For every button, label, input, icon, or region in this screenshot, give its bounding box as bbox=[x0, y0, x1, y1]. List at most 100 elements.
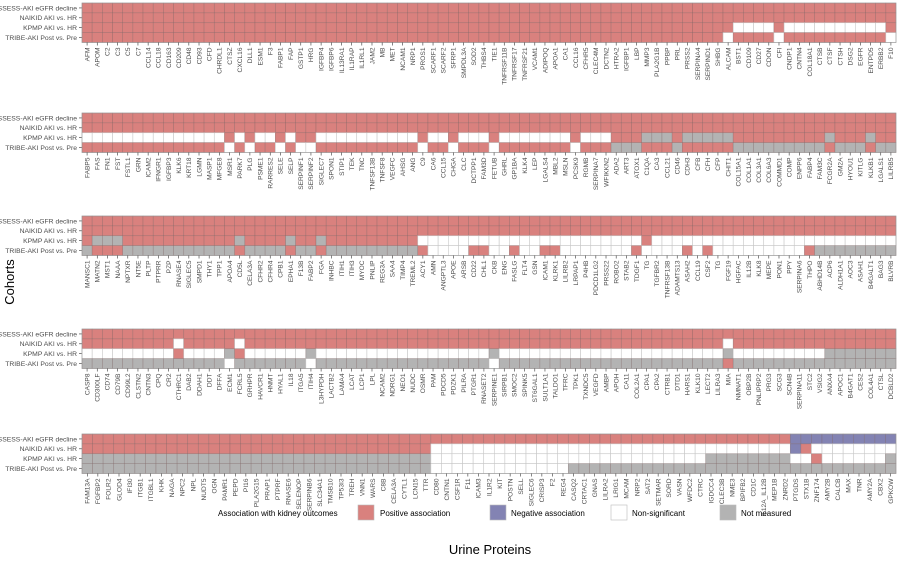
heatmap-cell bbox=[285, 22, 296, 33]
heatmap-cell bbox=[427, 338, 439, 350]
protein-label: ITIH1 bbox=[339, 260, 346, 276]
heatmap-cell bbox=[844, 2, 856, 14]
heatmap-cell bbox=[275, 348, 286, 359]
heatmap-cell bbox=[834, 348, 846, 359]
heatmap-cell bbox=[702, 12, 714, 24]
heatmap-cell bbox=[610, 22, 622, 33]
heatmap-cell bbox=[559, 245, 571, 256]
heatmap-cell bbox=[325, 12, 337, 24]
heatmap-cell bbox=[692, 112, 703, 124]
protein-label: ADA2 bbox=[613, 157, 620, 175]
heatmap-cell bbox=[250, 433, 263, 445]
heatmap-cell bbox=[325, 2, 337, 14]
protein-label: LCP1 bbox=[359, 373, 366, 390]
heatmap-cell bbox=[295, 215, 307, 227]
heatmap-cell bbox=[112, 2, 124, 14]
heatmap-cell bbox=[842, 453, 855, 464]
heatmap-cell bbox=[753, 132, 765, 143]
heatmap-cell bbox=[509, 142, 520, 153]
heatmap-cell bbox=[447, 2, 459, 14]
heatmap-cell bbox=[519, 2, 531, 14]
heatmap-cell bbox=[570, 328, 581, 340]
heatmap-cell bbox=[559, 225, 571, 237]
heatmap-cell bbox=[122, 215, 134, 227]
heatmap-cell bbox=[783, 338, 795, 350]
protein-label: SERPINF1 bbox=[298, 157, 305, 190]
protein-label: MBL2 bbox=[552, 157, 559, 175]
heatmap-cell bbox=[102, 463, 115, 474]
heatmap-cell bbox=[610, 433, 622, 445]
heatmap-cell bbox=[386, 2, 398, 14]
heatmap-cell bbox=[641, 112, 653, 124]
heatmap-cell bbox=[814, 358, 826, 369]
heatmap-cell bbox=[631, 358, 642, 369]
heatmap-cell bbox=[407, 235, 419, 246]
heatmap-cell bbox=[386, 132, 398, 143]
cohort-label: TRIBE-AKI Post vs. Pre bbox=[5, 35, 77, 42]
protein-label: VSIG2 bbox=[817, 373, 824, 393]
heatmap-cell bbox=[275, 142, 286, 153]
heatmap-cell bbox=[409, 443, 421, 455]
heatmap-cell bbox=[793, 215, 805, 227]
protein-label: WFIKKN2 bbox=[603, 157, 610, 187]
heatmap-cell bbox=[430, 433, 442, 445]
protein-label: NCAM1 bbox=[400, 47, 407, 70]
legend-title: Association with kidney outcomes bbox=[218, 509, 338, 518]
heatmap-cell bbox=[224, 32, 235, 43]
heatmap-cell bbox=[620, 142, 632, 153]
heatmap-cell bbox=[81, 122, 93, 134]
protein-label: TXNDC5 bbox=[583, 373, 590, 400]
heatmap-cell bbox=[763, 142, 775, 153]
protein-label: GRHPR bbox=[247, 373, 254, 397]
heatmap-cell bbox=[275, 358, 286, 369]
heatmap-cell bbox=[529, 32, 541, 43]
protein-label: NAGA bbox=[169, 478, 176, 497]
heatmap-cell bbox=[885, 2, 897, 14]
heatmap-cell bbox=[743, 112, 754, 124]
heatmap-cell bbox=[800, 463, 812, 474]
heatmap-cell bbox=[498, 245, 510, 256]
protein-label: TG bbox=[715, 261, 722, 270]
heatmap-cell bbox=[92, 433, 104, 445]
heatmap-cell bbox=[600, 225, 612, 237]
legend-key-W bbox=[610, 504, 628, 521]
heatmap-cell bbox=[789, 443, 802, 455]
heatmap-cell bbox=[427, 132, 439, 143]
heatmap-cell bbox=[793, 245, 805, 256]
heatmap-cell bbox=[315, 142, 327, 153]
heatmap-cell bbox=[712, 2, 724, 14]
heatmap-cell bbox=[315, 358, 327, 369]
heatmap-cell bbox=[163, 225, 174, 237]
heatmap-cell bbox=[580, 245, 592, 256]
protein-label: CFHR5 bbox=[583, 47, 590, 69]
heatmap-cell bbox=[783, 32, 795, 43]
heatmap-cell bbox=[773, 2, 785, 14]
heatmap-cell bbox=[407, 132, 419, 143]
heatmap-cell bbox=[844, 338, 856, 350]
protein-label: LCN15 bbox=[412, 478, 419, 499]
heatmap-cell bbox=[692, 12, 703, 24]
heatmap-cell bbox=[122, 328, 134, 340]
heatmap-cell bbox=[661, 215, 673, 227]
heatmap-cell bbox=[783, 358, 795, 369]
heatmap-cell bbox=[285, 328, 296, 340]
heatmap-cell bbox=[335, 463, 347, 474]
heatmap-cell bbox=[722, 245, 734, 256]
heatmap-cell bbox=[376, 142, 388, 153]
protein-label: ASAH1 bbox=[858, 260, 865, 282]
heatmap-cell bbox=[768, 463, 781, 474]
heatmap-cell bbox=[388, 443, 400, 455]
protein-label: FABP2 bbox=[308, 260, 315, 281]
heatmap-cell bbox=[875, 32, 887, 43]
heatmap-cell bbox=[783, 348, 795, 359]
protein-label: HNMT bbox=[268, 374, 275, 393]
protein-label: CELA3A bbox=[247, 260, 254, 286]
heatmap-cell bbox=[682, 132, 693, 143]
protein-label: NPTXR bbox=[125, 260, 132, 283]
heatmap-cell bbox=[783, 22, 795, 33]
heatmap-cell bbox=[234, 225, 246, 237]
heatmap-cell bbox=[462, 433, 474, 445]
protein-label: ESM1 bbox=[257, 47, 264, 65]
protein-label: CD74 bbox=[105, 373, 112, 390]
